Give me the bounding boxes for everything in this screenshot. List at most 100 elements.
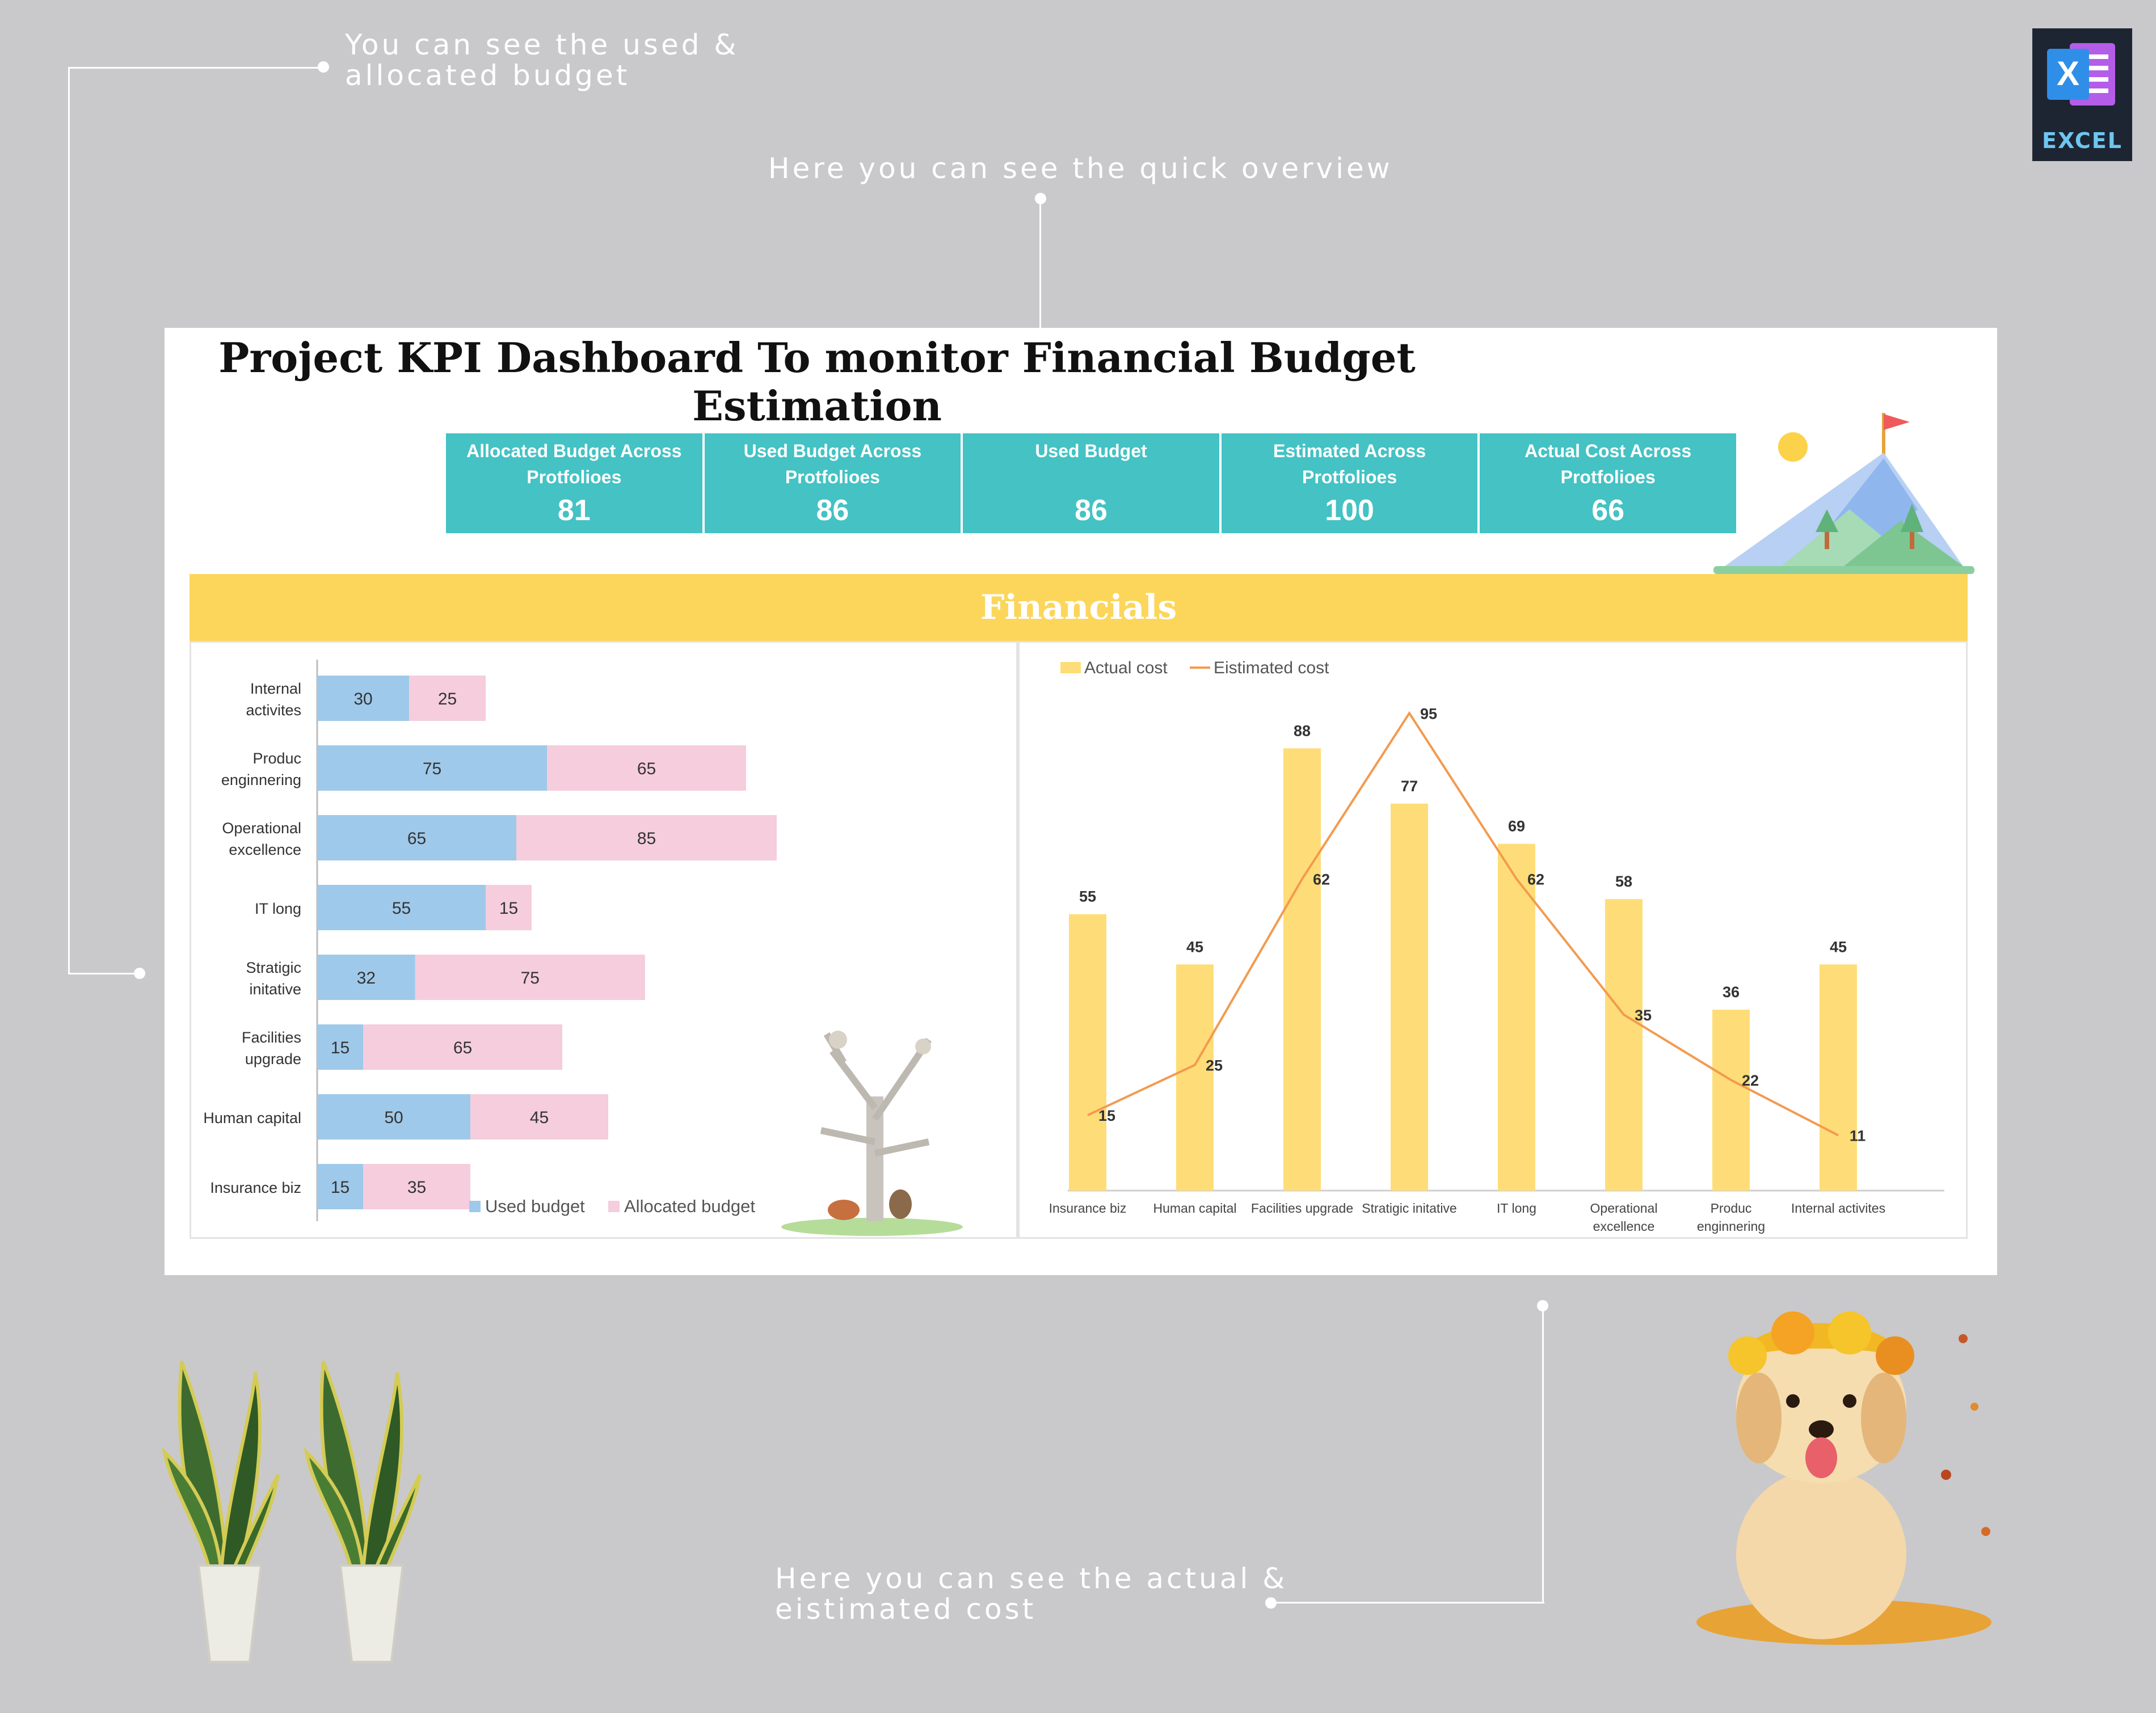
actual-cost-bar	[1069, 914, 1106, 1191]
category-label: excellence	[1593, 1219, 1655, 1234]
kpi-value: 66	[1591, 494, 1625, 527]
legend-label: Eistimated cost	[1214, 659, 1329, 677]
line-data-label: 25	[1206, 1057, 1223, 1074]
kpi-label: Used Budget Across Protfolioes	[743, 441, 922, 487]
data-label: 32	[357, 969, 376, 988]
category-label: Stratigic	[246, 959, 301, 976]
actual-estimated-cost-chart: 55 Insurance biz 45 Human capital 88 Faciliti…	[1049, 659, 1944, 1234]
category-label: upgrade	[245, 1050, 301, 1068]
allocated-budget-bar	[470, 1094, 608, 1140]
connector-line	[68, 67, 323, 69]
line-data-label: 95	[1420, 705, 1437, 722]
data-label: 50	[384, 1108, 403, 1127]
kpi-estimated: Estimated Across Protfolioes 100	[1221, 433, 1480, 533]
data-label: 88	[1294, 722, 1311, 739]
dashboard-card: Project KPI Dashboard To monitor Financi…	[165, 328, 1997, 1275]
used-budget-bar	[317, 676, 409, 721]
kpi-used-budget: Used Budget 86	[963, 433, 1222, 533]
kpi-row: Allocated Budget Across Protfolioes 81 Us…	[446, 433, 1736, 533]
data-label: 65	[407, 829, 426, 848]
connector-dot	[318, 61, 329, 73]
data-label: 65	[637, 760, 656, 778]
legend-label: Allocated budget	[624, 1196, 755, 1216]
data-label: 30	[353, 690, 372, 708]
category-label: Human capital	[1153, 1201, 1236, 1216]
excel-logo: X EXCEL	[2032, 28, 2132, 161]
line-data-label: 62	[1313, 871, 1330, 888]
category-label: Internal	[250, 680, 301, 697]
excel-label: EXCEL	[2042, 128, 2123, 153]
estimated-cost-line	[1087, 711, 1839, 1137]
kpi-value: 100	[1325, 494, 1374, 527]
connector-dot	[1537, 1300, 1548, 1311]
used-budget-bar	[317, 1024, 363, 1070]
cost-chart-panel: 55 Insurance biz 45 Human capital 88 Faciliti…	[1018, 641, 1968, 1239]
data-label: 69	[1508, 818, 1525, 835]
annotation-used-allocated: You can see the used & allocated budget	[345, 29, 739, 91]
category-label: Insurance biz	[210, 1179, 301, 1196]
data-label: 36	[1723, 984, 1740, 1001]
category-label: Produc	[1711, 1201, 1752, 1216]
dashboard-title: Project KPI Dashboard To monitor Financi…	[218, 334, 1416, 430]
annotation-line-1: Here you can see the actual &	[775, 1562, 1288, 1595]
line-data-label: 11	[1850, 1128, 1866, 1145]
data-label: 15	[331, 1178, 349, 1197]
kpi-value: 86	[1075, 494, 1108, 527]
category-label: initative	[249, 981, 301, 998]
category-label: Stratigic initative	[1362, 1201, 1456, 1216]
used-budget-bar	[317, 955, 415, 1000]
actual-cost-bar	[1176, 964, 1214, 1191]
actual-cost-bar	[1283, 748, 1321, 1191]
data-label: 45	[1830, 938, 1847, 955]
data-label: 45	[1186, 938, 1203, 955]
data-label: 55	[1079, 888, 1096, 905]
puppy-illustration	[1696, 1311, 1991, 1645]
legend-label: Used budget	[485, 1196, 585, 1216]
category-label: enginnering	[1697, 1219, 1765, 1234]
legend-swatch	[608, 1201, 620, 1212]
kpi-label: Allocated Budget Across Protfolioes	[466, 441, 682, 487]
legend-swatch	[469, 1201, 481, 1212]
budget-chart-panel: Internal activites 30 25 Produc enginnering 75…	[190, 641, 1018, 1239]
data-label: 58	[1615, 873, 1632, 890]
connector-line	[68, 973, 142, 974]
data-label: 77	[1401, 778, 1418, 795]
kpi-value: 86	[816, 494, 849, 527]
annotation-actual-estimated: Here you can see the actual & eistimated…	[775, 1563, 1287, 1625]
category-label: Operational	[222, 820, 301, 837]
excel-letter: X	[2057, 54, 2079, 92]
data-label: 75	[423, 760, 441, 778]
category-label: IT long	[1497, 1201, 1536, 1216]
kpi-label: Used Budget	[1035, 441, 1147, 461]
allocated-budget-bar	[363, 1024, 562, 1070]
legend-label: Actual cost	[1084, 659, 1168, 677]
kpi-actual-cost: Actual Cost Across Protfolioes 66	[1480, 433, 1736, 533]
financials-title: Financials	[980, 588, 1177, 627]
data-label: 35	[407, 1178, 426, 1197]
kpi-allocated-budget: Allocated Budget Across Protfolioes 81	[446, 433, 705, 533]
plant-pots-illustration	[162, 1360, 422, 1663]
used-budget-bar	[317, 815, 516, 860]
category-label: Produc	[252, 750, 301, 767]
connector-dot	[134, 968, 145, 979]
kpi-label: Actual Cost Across Protfolioes	[1525, 441, 1692, 487]
data-label: 75	[521, 969, 540, 988]
category-label: Facilities	[242, 1029, 301, 1046]
line-data-label: 35	[1635, 1007, 1652, 1024]
line-data-label: 22	[1742, 1072, 1759, 1089]
connector-line	[1542, 1307, 1544, 1604]
connector-line	[1039, 199, 1041, 329]
allocated-budget-bar	[363, 1164, 470, 1209]
allocated-budget-bar	[415, 955, 645, 1000]
used-budget-bar	[317, 745, 547, 791]
actual-cost-bar	[1712, 1010, 1750, 1191]
category-label: Facilities upgrade	[1251, 1201, 1353, 1216]
used-allocated-budget-chart: Internal activites 30 25 Produc enginnering 75…	[203, 660, 963, 1236]
category-label: Internal activites	[1791, 1201, 1885, 1216]
tree-illustration	[781, 1031, 963, 1236]
mountain-illustration	[1713, 413, 1974, 574]
category-label: Insurance biz	[1049, 1201, 1127, 1216]
data-label: 55	[392, 899, 411, 918]
used-budget-bar	[317, 885, 486, 930]
category-label: excellence	[229, 841, 301, 858]
